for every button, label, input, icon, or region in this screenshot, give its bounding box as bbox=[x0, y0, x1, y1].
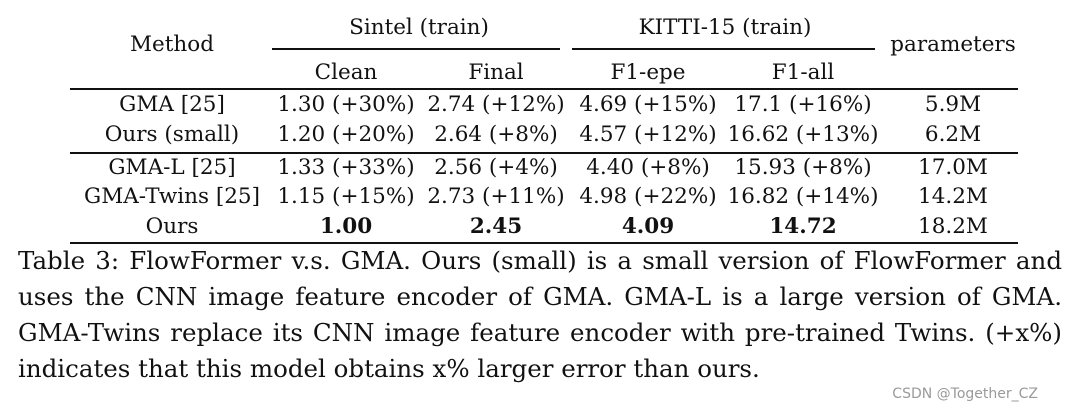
row-params: 5.9M bbox=[924, 92, 982, 117]
row-f1-all: 15.93 (+8%) bbox=[734, 155, 872, 180]
header-clean: Clean bbox=[314, 60, 378, 85]
table-caption: Table 3: FlowFormer v.s. GMA. Ours (smal… bbox=[18, 246, 1062, 383]
row-clean: 1.15 (+15%) bbox=[277, 184, 415, 209]
row-method: GMA-Twins [25] bbox=[84, 184, 260, 209]
row-f1-epe: 4.98 (+22%) bbox=[579, 184, 717, 209]
row-clean: 1.33 (+33%) bbox=[277, 155, 415, 180]
row-method: GMA [25] bbox=[119, 92, 225, 117]
header-final: Final bbox=[468, 60, 524, 85]
row-f1-all: 16.82 (+14%) bbox=[727, 184, 879, 209]
row-f1-all: 14.72 bbox=[769, 214, 837, 239]
sintel-group-rule bbox=[272, 48, 560, 50]
row-method: Ours bbox=[145, 214, 199, 239]
row-params: 17.0M bbox=[918, 155, 988, 180]
watermark: CSDN @Together_CZ bbox=[892, 386, 1038, 402]
bottom-rule bbox=[70, 242, 1018, 244]
header-f1-epe: F1-epe bbox=[610, 60, 686, 85]
row-f1-epe: 4.69 (+15%) bbox=[579, 92, 717, 117]
header-f1-all: F1-all bbox=[771, 60, 835, 85]
header-parameters: parameters bbox=[890, 32, 1016, 57]
row-params: 18.2M bbox=[918, 214, 988, 239]
header-rule bbox=[70, 88, 1018, 90]
row-params: 14.2M bbox=[918, 184, 988, 209]
header-method: Method bbox=[130, 32, 214, 57]
row-clean: 1.30 (+30%) bbox=[277, 92, 415, 117]
results-table: Method Sintel (train) KITTI-15 (train) p… bbox=[70, 15, 1018, 244]
row-final: 2.45 bbox=[469, 214, 523, 239]
row-f1-all: 16.62 (+13%) bbox=[727, 122, 879, 147]
header-sintel: Sintel (train) bbox=[349, 15, 489, 40]
row-params: 6.2M bbox=[924, 122, 982, 147]
row-clean: 1.20 (+20%) bbox=[277, 122, 415, 147]
row-f1-epe: 4.57 (+12%) bbox=[579, 122, 717, 147]
row-method: GMA-L [25] bbox=[108, 155, 236, 180]
row-final: 2.74 (+12%) bbox=[427, 92, 565, 117]
row-method: Ours (small) bbox=[104, 122, 240, 147]
header-kitti: KITTI-15 (train) bbox=[638, 15, 812, 40]
row-f1-all: 17.1 (+16%) bbox=[734, 92, 872, 117]
row-f1-epe: 4.09 bbox=[621, 214, 675, 239]
row-clean: 1.00 bbox=[319, 214, 373, 239]
row-final: 2.64 (+8%) bbox=[434, 122, 558, 147]
row-final: 2.56 (+4%) bbox=[434, 155, 558, 180]
row-f1-epe: 4.40 (+8%) bbox=[586, 155, 710, 180]
row-final: 2.73 (+11%) bbox=[427, 184, 565, 209]
kitti-group-rule bbox=[572, 48, 875, 50]
mid-rule bbox=[70, 152, 1018, 154]
